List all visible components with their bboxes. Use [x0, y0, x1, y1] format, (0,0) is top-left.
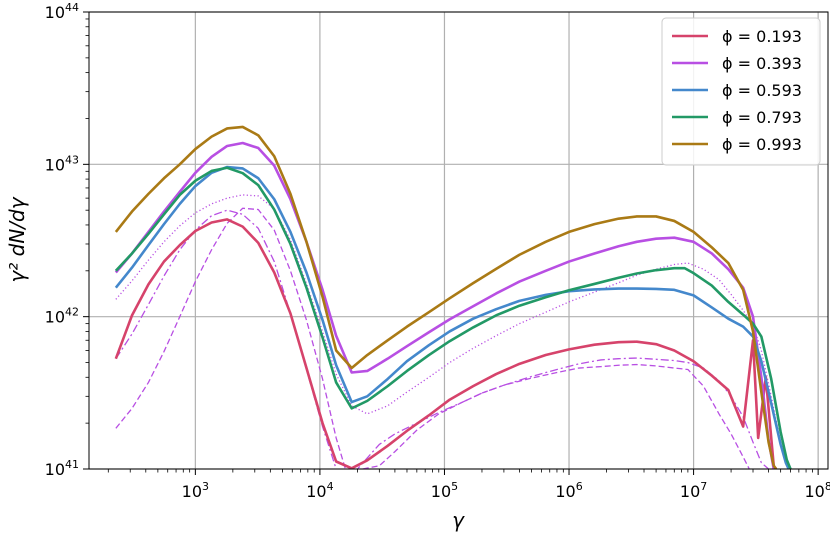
- series-line-1-solid: [114, 141, 776, 469]
- series-line-6-dashed: [115, 207, 750, 469]
- legend-box: [661, 17, 821, 166]
- x-tick-label: 104: [306, 480, 333, 501]
- x-tick-label: 105: [431, 480, 458, 501]
- series-line-0-solid: [114, 218, 778, 469]
- series-line-3-solid: [114, 166, 792, 469]
- x-tick-label: 108: [804, 480, 830, 501]
- y-axis-label: γ² dN/dγ: [5, 196, 29, 282]
- y-tick-label: 1042: [45, 306, 79, 327]
- legend-label: ϕ = 0.793: [722, 108, 802, 127]
- y-tick-label: 1041: [45, 458, 79, 479]
- x-tick-label: 107: [680, 480, 707, 501]
- series-line-7-dashdot: [115, 209, 769, 469]
- legend-label: ϕ = 0.593: [722, 81, 802, 100]
- series-layer: [114, 125, 792, 469]
- legend-label: ϕ = 0.993: [722, 135, 802, 154]
- x-tick-label: 103: [182, 480, 209, 501]
- x-tick-label: 106: [555, 480, 582, 501]
- legend-label: ϕ = 0.393: [722, 54, 802, 73]
- legend-label: ϕ = 0.193: [722, 27, 802, 46]
- y-tick-label: 1043: [45, 153, 79, 174]
- x-axis-label: γ: [452, 508, 465, 532]
- plot-frame: [88, 11, 829, 470]
- series-line-4-solid: [114, 125, 778, 469]
- axis-ticks: 103 104 105 106 107 108 1041 1042 1043 1044: [45, 1, 830, 501]
- y-tick-label: 1044: [45, 1, 79, 22]
- legend: ϕ = 0.193 ϕ = 0.393 ϕ = 0.593 ϕ = 0.793 ϕ = …: [661, 17, 821, 166]
